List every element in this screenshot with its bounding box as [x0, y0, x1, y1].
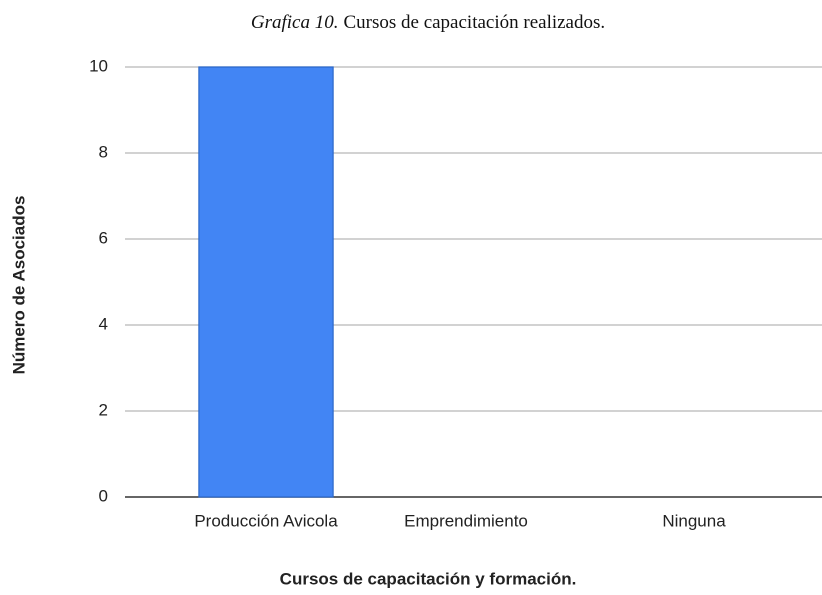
y-tick-label: 8 [99, 142, 108, 161]
x-axis-label: Cursos de capacitación y formación. [280, 569, 577, 588]
chart-title-label: Grafica 10. [251, 12, 339, 33]
bar [198, 66, 334, 498]
x-tick-label: Emprendimiento [404, 511, 528, 530]
y-axis-label: Número de Asociados [9, 196, 28, 375]
y-tick-label: 2 [99, 400, 108, 419]
y-tick-label: 6 [99, 228, 108, 247]
x-tick-label: Ninguna [662, 511, 726, 530]
y-tick-label: 0 [99, 486, 108, 505]
y-tick-label: 10 [89, 56, 108, 75]
chart-title: Cursos de capacitación realizados. [343, 12, 605, 33]
y-tick-label: 4 [99, 314, 108, 333]
x-tick-label: Producción Avicola [194, 511, 338, 530]
chart-title-group: Grafica 10. Cursos de capacitación realiz… [251, 12, 605, 33]
